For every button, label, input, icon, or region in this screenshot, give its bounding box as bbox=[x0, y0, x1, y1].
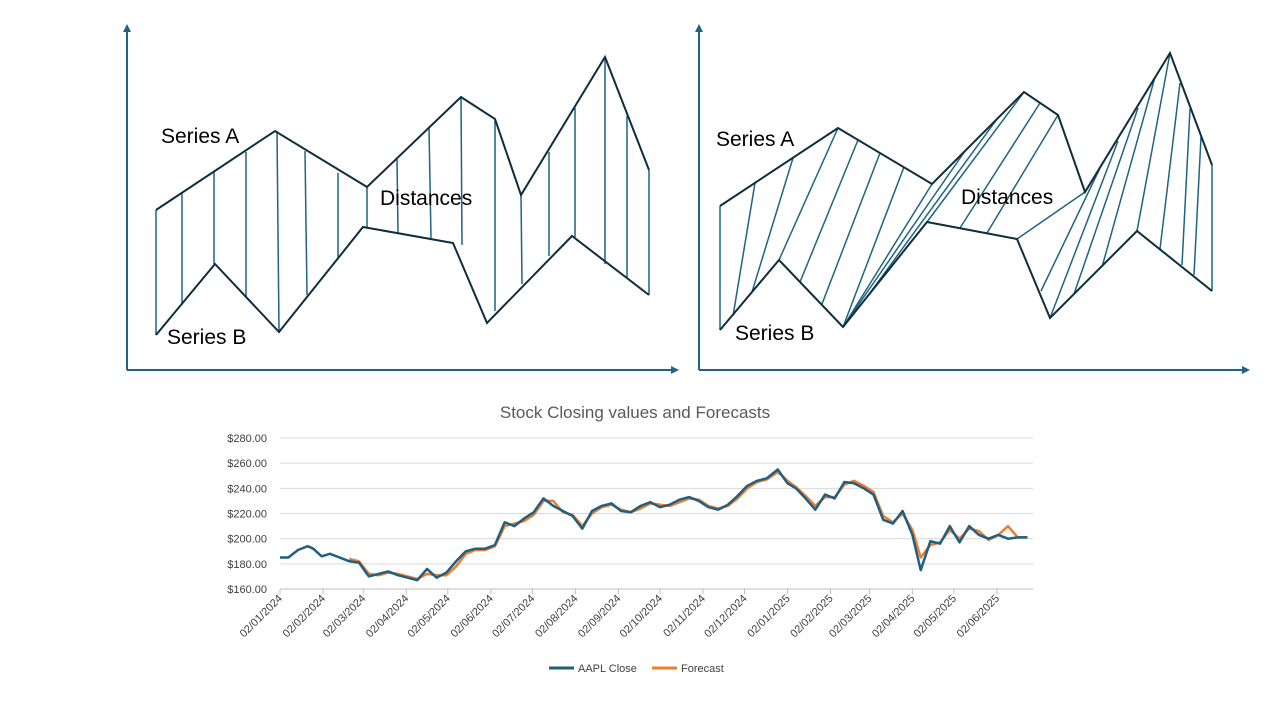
y-tick-label: $180.00 bbox=[227, 559, 267, 571]
right-series-b-line bbox=[719, 220, 1213, 331]
distance-line bbox=[1101, 76, 1156, 268]
stock-line-chart: Stock Closing values and Forecasts $160.… bbox=[227, 403, 1033, 675]
distance-line bbox=[520, 194, 523, 285]
distance-line bbox=[276, 130, 280, 333]
x-tick-label: 02/05/2024 bbox=[405, 593, 452, 640]
left-distance-diagram: Series A Series B Distances bbox=[123, 24, 679, 374]
left-series-a-line bbox=[155, 54, 650, 211]
right-series-a-line bbox=[719, 50, 1213, 207]
y-axis-tick-labels: $160.00 $180.00 $200.00 $220.00 $240.00 $260.… bbox=[227, 433, 267, 596]
distance-line bbox=[1049, 140, 1119, 319]
distance-line bbox=[1073, 107, 1139, 295]
distance-line bbox=[778, 127, 839, 261]
x-tick-label: 02/03/2024 bbox=[321, 593, 368, 640]
distance-line bbox=[304, 150, 308, 296]
distance-line bbox=[842, 166, 905, 328]
distance-line bbox=[1016, 191, 1086, 240]
distance-line bbox=[751, 157, 794, 293]
right-distance-diagram: Series A Series B Distances bbox=[695, 24, 1250, 374]
right-series-b-label: Series B bbox=[735, 322, 814, 345]
right-distance-lines bbox=[719, 52, 1213, 330]
distance-line bbox=[926, 91, 1025, 223]
x-axis-tick-labels: 02/01/202402/02/202402/03/202402/04/2024… bbox=[238, 589, 1002, 640]
x-tick-label: 02/01/2025 bbox=[745, 593, 792, 640]
y-tick-label: $260.00 bbox=[227, 458, 267, 470]
distance-line bbox=[732, 182, 756, 317]
distance-line bbox=[842, 183, 933, 328]
x-tick-label: 02/08/2024 bbox=[533, 593, 580, 640]
distance-line bbox=[842, 150, 966, 328]
distance-line bbox=[1040, 167, 1101, 292]
legend-label-aapl-close: AAPL Close bbox=[578, 663, 637, 675]
x-tick-label: 02/06/2024 bbox=[448, 593, 495, 640]
x-tick-label: 02/04/2024 bbox=[364, 593, 411, 640]
left-series-a-label: Series A bbox=[161, 125, 239, 148]
distance-line bbox=[1159, 82, 1181, 250]
x-tick-label: 02/09/2024 bbox=[576, 593, 623, 640]
distance-line bbox=[428, 127, 432, 239]
left-distances-label: Distances bbox=[380, 187, 472, 210]
distance-line bbox=[799, 139, 859, 283]
x-tick-label: 02/04/2025 bbox=[870, 593, 917, 640]
left-series-b-line bbox=[155, 225, 650, 336]
left-distance-lines bbox=[155, 57, 650, 335]
x-tick-label: 02/11/2024 bbox=[661, 593, 708, 640]
distance-line bbox=[986, 114, 1059, 234]
distance-line bbox=[869, 118, 998, 294]
chart-title: Stock Closing values and Forecasts bbox=[500, 403, 770, 422]
x-tick-label: 02/01/2024 bbox=[238, 593, 285, 640]
distance-line bbox=[1181, 108, 1191, 266]
x-tick-label: 02/10/2024 bbox=[618, 593, 665, 640]
distance-line bbox=[821, 152, 881, 305]
right-series-a-label: Series A bbox=[716, 128, 794, 151]
x-tick-label: 02/06/2025 bbox=[955, 593, 1002, 640]
y-tick-label: $220.00 bbox=[227, 509, 267, 521]
chart-gridlines bbox=[280, 437, 1033, 590]
y-tick-label: $240.00 bbox=[227, 483, 267, 495]
distance-line bbox=[1193, 136, 1202, 276]
distance-line bbox=[460, 96, 463, 246]
legend-label-forecast: Forecast bbox=[681, 663, 724, 675]
left-series-b-label: Series B bbox=[167, 326, 246, 349]
chart-series-lines bbox=[280, 468, 1028, 582]
chart-legend: AAPL Close Forecast bbox=[549, 663, 724, 675]
y-tick-label: $200.00 bbox=[227, 534, 267, 546]
right-distances-label: Distances bbox=[961, 186, 1053, 209]
x-tick-label: 02/05/2025 bbox=[912, 593, 959, 640]
x-tick-label: 02/12/2024 bbox=[702, 593, 749, 640]
y-tick-label: $160.00 bbox=[227, 584, 267, 596]
x-tick-label: 02/07/2024 bbox=[490, 593, 537, 640]
series-line-aapl-close bbox=[280, 468, 1028, 582]
distance-line bbox=[396, 158, 399, 234]
y-tick-label: $280.00 bbox=[227, 433, 267, 445]
distance-line bbox=[959, 102, 1041, 229]
distance-line bbox=[1136, 52, 1171, 232]
